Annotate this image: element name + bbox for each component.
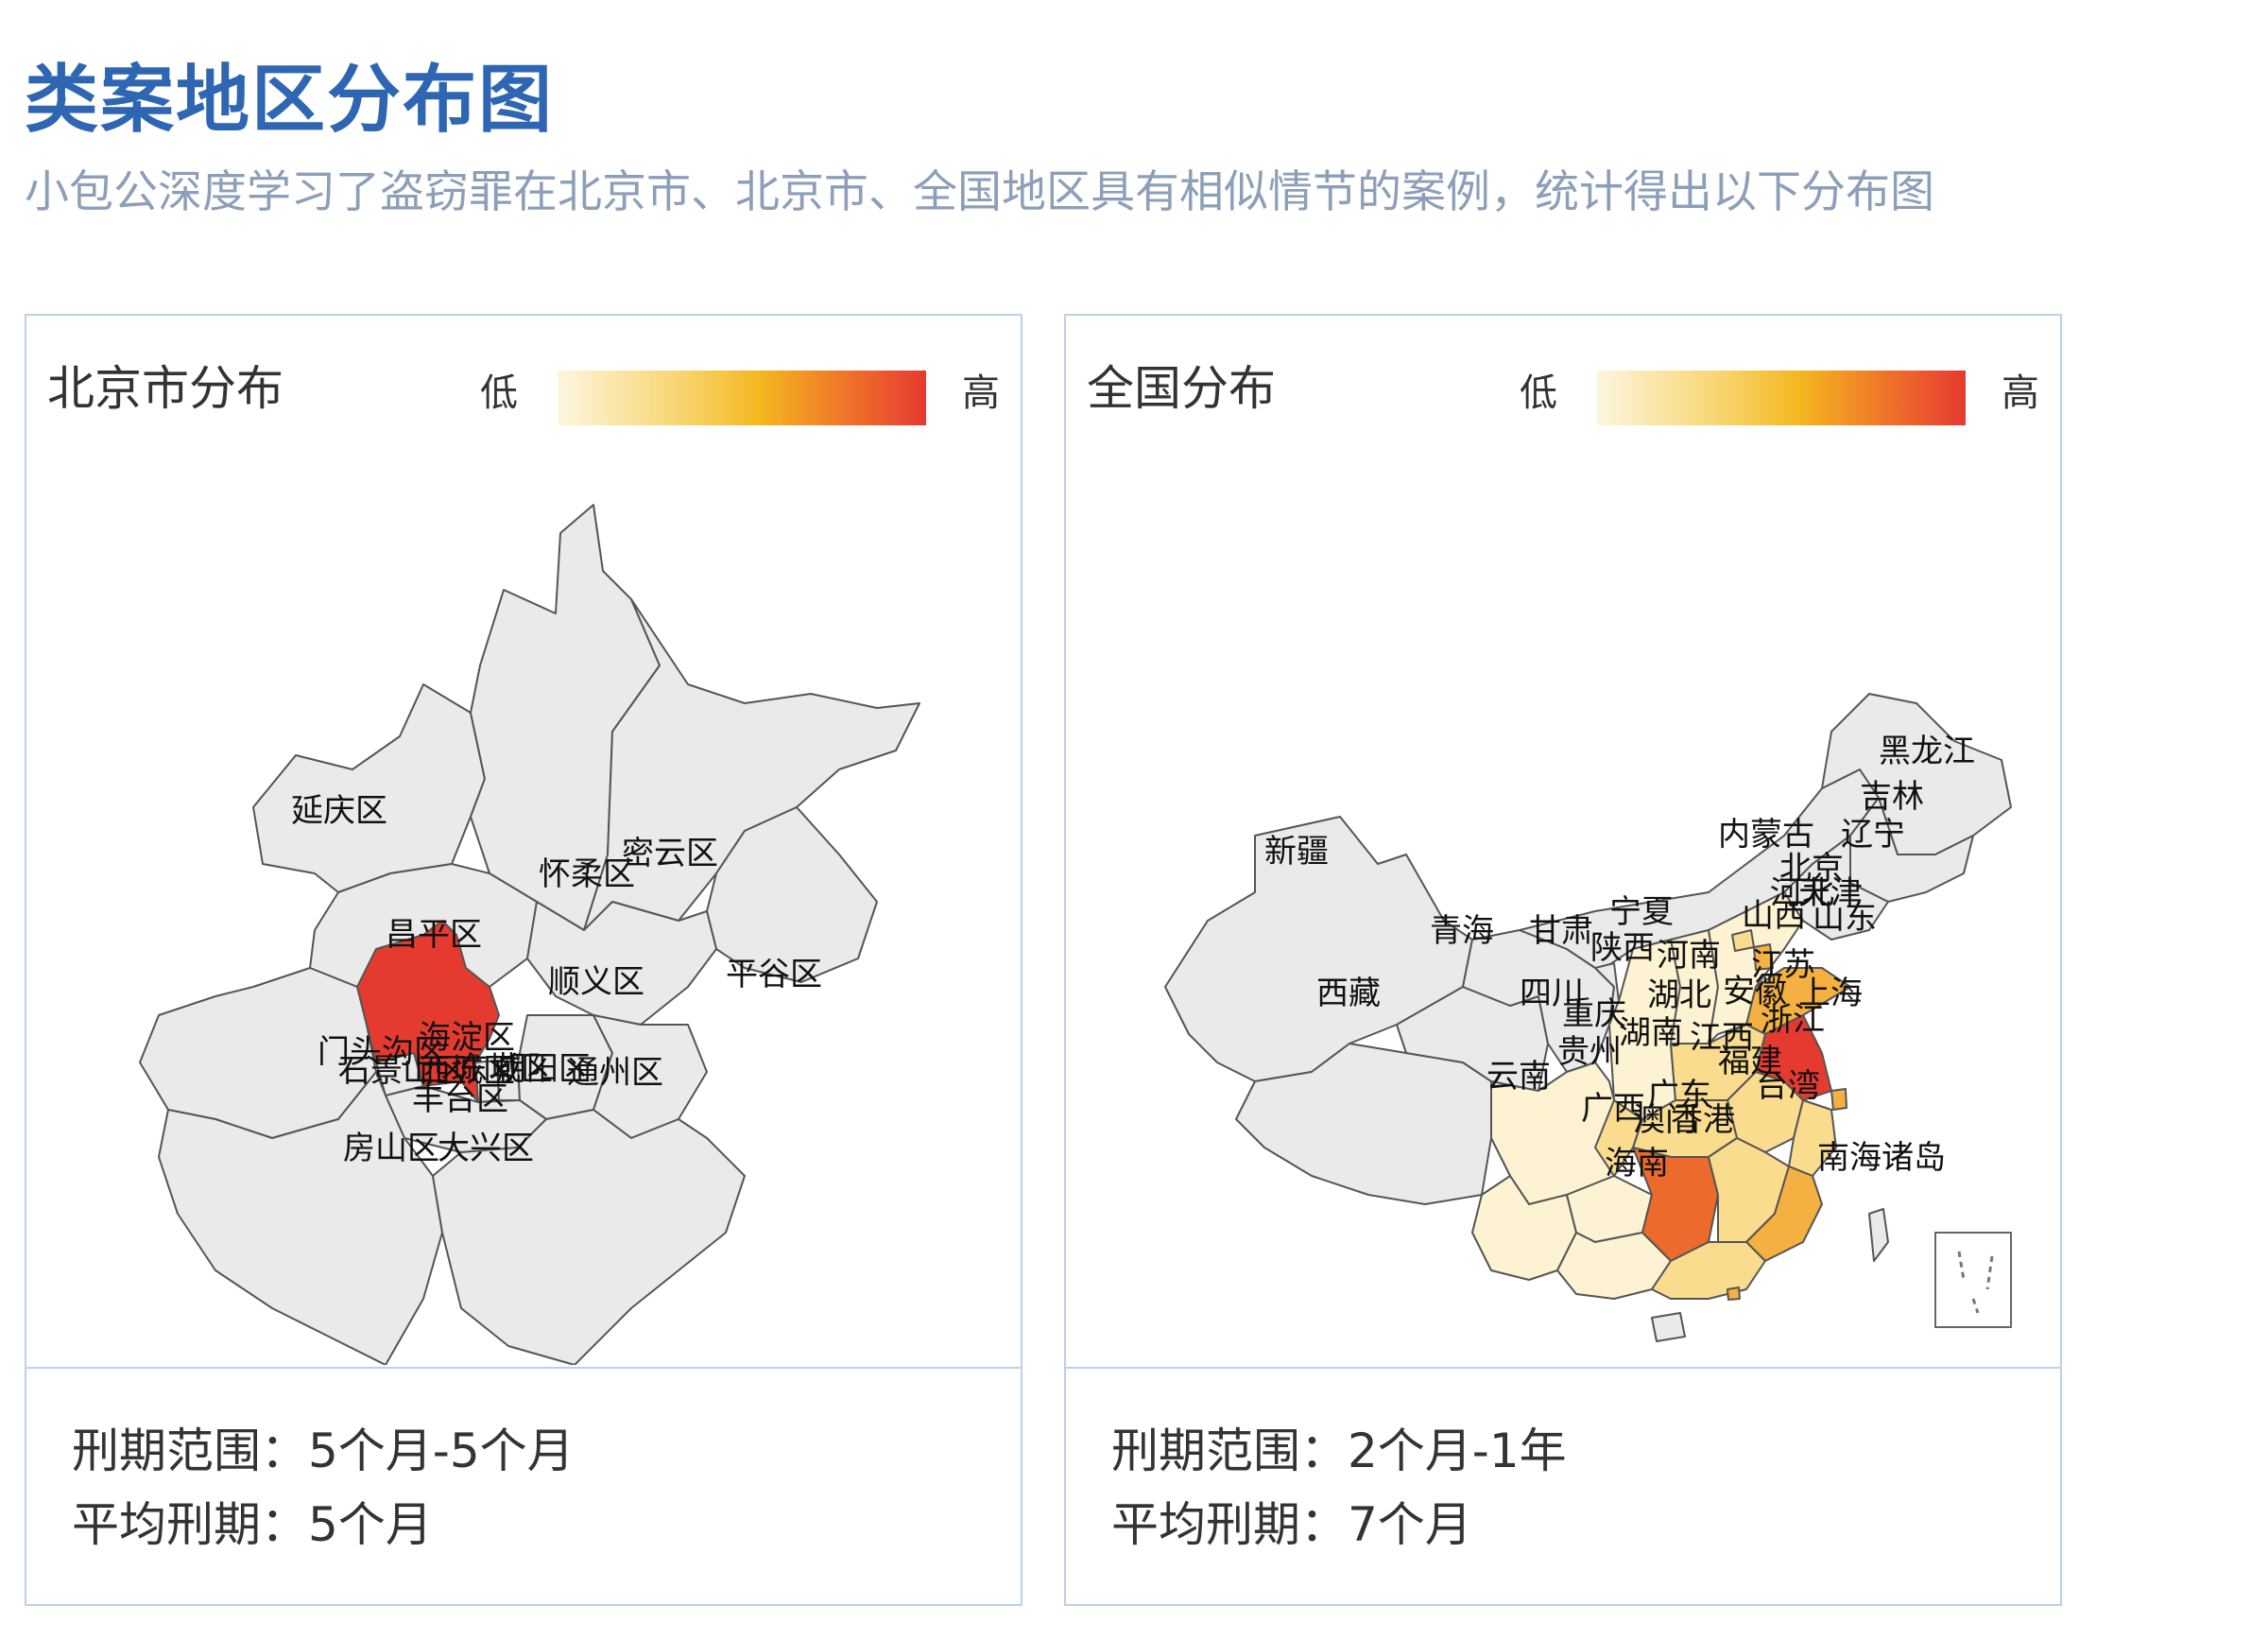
china-range-row: 刑期范围：2个月-1年 bbox=[1111, 1414, 1567, 1488]
region-daxing[interactable] bbox=[432, 1109, 746, 1365]
label-fujian: 福建 bbox=[1718, 1043, 1782, 1080]
label-nanhai: 南海诸岛 bbox=[1817, 1139, 1946, 1177]
label-liaoning: 辽宁 bbox=[1841, 816, 1905, 854]
beijing-average-row: 平均刑期：5个月 bbox=[72, 1488, 575, 1562]
region-guangdong[interactable] bbox=[1651, 1241, 1766, 1300]
label-shunyi: 顺义区 bbox=[548, 963, 644, 1001]
beijing-legend-gradient bbox=[558, 371, 926, 425]
range-value: 5个月-5个月 bbox=[308, 1424, 575, 1478]
region-hainan[interactable] bbox=[1651, 1312, 1686, 1342]
page-subtitle: 小包公深度学习了盗窃罪在北京市、北京市、全国地区具有相似情节的案例，统计得出以下… bbox=[25, 166, 1934, 218]
label-hainan: 海南 bbox=[1605, 1145, 1669, 1183]
label-changping: 昌平区 bbox=[386, 916, 482, 954]
region-chongqing[interactable] bbox=[1594, 1099, 1643, 1177]
label-daxing: 大兴区 bbox=[438, 1130, 534, 1167]
label-sichuan: 四川 bbox=[1520, 975, 1584, 1012]
beijing-panel: 北京市分布 低 高 延庆区 怀柔区 密云区 昌平区 顺义区 bbox=[25, 314, 1022, 1606]
label-xizang: 西藏 bbox=[1316, 975, 1381, 1012]
label-mentougou: 门头沟区 bbox=[318, 1033, 446, 1071]
region-xizang[interactable] bbox=[1235, 1043, 1492, 1205]
label-gansu: 甘肃 bbox=[1529, 912, 1593, 950]
range-value: 2个月-1年 bbox=[1348, 1424, 1567, 1478]
label-jilin: 吉林 bbox=[1860, 778, 1924, 816]
label-anhui: 安徽 bbox=[1723, 973, 1787, 1010]
china-legend-gradient bbox=[1597, 371, 1966, 425]
label-shijingshan: 石景山区 bbox=[338, 1052, 467, 1090]
average-value: 5个月 bbox=[308, 1497, 433, 1552]
label-guangxi: 广西 bbox=[1581, 1090, 1645, 1128]
label-henan: 河南 bbox=[1657, 937, 1721, 975]
label-shaanxi: 陕西 bbox=[1590, 929, 1655, 967]
label-fangshan: 房山区 bbox=[343, 1130, 439, 1167]
label-huairou: 怀柔区 bbox=[539, 855, 635, 893]
region-yanqing[interactable] bbox=[252, 683, 486, 893]
label-xinjiang: 新疆 bbox=[1264, 833, 1329, 871]
region-hongkong[interactable] bbox=[1727, 1286, 1741, 1301]
beijing-legend-low: 低 bbox=[480, 371, 518, 415]
label-xicheng: 西城区 bbox=[419, 1052, 515, 1090]
china-panel-title: 全国分布 bbox=[1087, 361, 1276, 416]
label-yunnan: 云南 bbox=[1486, 1058, 1551, 1096]
label-miyun: 密云区 bbox=[622, 835, 718, 872]
page-title: 类案地区分布图 bbox=[25, 58, 555, 143]
label-hongkong: 香港 bbox=[1671, 1101, 1735, 1139]
region-tianjin[interactable] bbox=[1753, 943, 1774, 971]
label-haidian: 海淀区 bbox=[419, 1019, 515, 1057]
beijing-divider bbox=[26, 1367, 1021, 1369]
china-legend-low: 低 bbox=[1520, 371, 1557, 415]
label-shanghai: 上海 bbox=[1798, 975, 1863, 1012]
label-ningxia: 宁夏 bbox=[1609, 893, 1674, 931]
average-label: 平均刑期： bbox=[72, 1497, 308, 1552]
china-panel: 全国分布 低 高 bbox=[1064, 314, 2062, 1606]
range-label: 刑期范围： bbox=[72, 1424, 308, 1478]
beijing-range-row: 刑期范围：5个月-5个月 bbox=[72, 1414, 575, 1488]
label-taiwan: 台湾 bbox=[1756, 1067, 1820, 1105]
label-zhejiang: 浙江 bbox=[1761, 1001, 1825, 1039]
label-jiangxi: 江西 bbox=[1690, 1019, 1754, 1057]
range-label: 刑期范围： bbox=[1111, 1424, 1348, 1478]
region-shanghai[interactable] bbox=[1830, 1088, 1847, 1111]
beijing-legend-high: 高 bbox=[962, 371, 1000, 415]
china-map: 黑龙江 吉林 辽宁 内蒙古 北京 天津 河北 山西 山东 新疆 青海 甘肃 宁夏… bbox=[1164, 693, 2012, 1342]
label-hunan: 湖南 bbox=[1619, 1014, 1683, 1052]
label-shandong: 山东 bbox=[1813, 899, 1877, 937]
region-haidian[interactable] bbox=[356, 920, 500, 1103]
label-jiangsu: 江苏 bbox=[1751, 946, 1815, 984]
china-average-row: 平均刑期：7个月 bbox=[1111, 1488, 1567, 1562]
label-tianjin: 天津 bbox=[1798, 874, 1863, 912]
average-label: 平均刑期： bbox=[1111, 1497, 1348, 1552]
label-guangdong: 广东 bbox=[1647, 1077, 1711, 1114]
label-beijing: 北京 bbox=[1779, 850, 1844, 888]
average-value: 7个月 bbox=[1348, 1497, 1472, 1552]
label-qinghai: 青海 bbox=[1430, 912, 1494, 950]
label-dongcheng: 东城区 bbox=[456, 1050, 553, 1088]
region-shunyi[interactable] bbox=[526, 901, 717, 1026]
label-hebei: 河北 bbox=[1770, 874, 1834, 912]
china-divider bbox=[1066, 1367, 2060, 1369]
label-fengtai: 丰台区 bbox=[412, 1080, 508, 1118]
label-chaoyang: 朝阳区 bbox=[494, 1050, 591, 1088]
beijing-panel-title: 北京市分布 bbox=[47, 361, 284, 416]
label-heilongjiang: 黑龙江 bbox=[1879, 733, 1975, 770]
beijing-map: 延庆区 怀柔区 密云区 昌平区 顺义区 平谷区 门头沟区 海淀区 石景山区 西城… bbox=[139, 504, 920, 1365]
label-shanxi: 山西 bbox=[1742, 897, 1806, 935]
label-neimenggu: 内蒙古 bbox=[1718, 816, 1814, 854]
china-legend-high: 高 bbox=[2002, 371, 2039, 415]
beijing-stats: 刑期范围：5个月-5个月 平均刑期：5个月 bbox=[72, 1414, 575, 1562]
label-hubei: 湖北 bbox=[1647, 976, 1711, 1014]
nanhai-inset-box bbox=[1934, 1232, 2012, 1328]
label-tongzhou: 通州区 bbox=[567, 1054, 663, 1092]
nanhai-islands bbox=[1957, 1251, 1994, 1314]
label-yanqing: 延庆区 bbox=[291, 792, 387, 830]
label-aomen: 澳门 bbox=[1633, 1101, 1697, 1139]
label-chongqing: 重庆 bbox=[1562, 995, 1626, 1033]
china-stats: 刑期范围：2个月-1年 平均刑期：7个月 bbox=[1111, 1414, 1567, 1562]
region-taiwan[interactable] bbox=[1868, 1208, 1889, 1262]
region-pinggu[interactable] bbox=[706, 806, 878, 983]
label-pinggu: 平谷区 bbox=[726, 956, 822, 993]
label-guizhou: 贵州 bbox=[1557, 1033, 1622, 1071]
